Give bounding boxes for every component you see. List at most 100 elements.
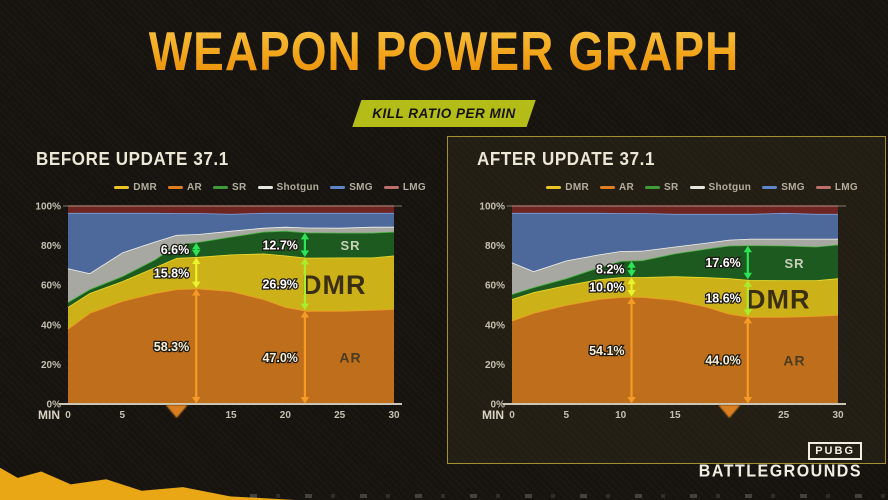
legend-label: SR [232, 182, 247, 193]
legend-item-dmr: DMR [546, 182, 589, 193]
band-label-ar: AR [339, 349, 361, 365]
after-chart-title: AFTER UPDATE 37.1 [477, 149, 656, 170]
x-axis-unit-label: MIN [38, 408, 60, 422]
arrowhead-up-icon [627, 297, 636, 304]
legend-item-smg: SMG [762, 182, 805, 193]
area-lmg [512, 206, 838, 214]
arrowhead-down-icon [743, 309, 753, 316]
band-label-ar: AR [783, 352, 805, 368]
stacked-area-chart: 100% 80% 60% 40% 20% 0%0 5 15 20 25 30 MIN SR DMR AR 6.… [35, 202, 402, 422]
bottom-grunge-speckles [250, 494, 888, 498]
y-tick-label: 100% [479, 202, 505, 213]
annotation-sr: 12.7% [261, 232, 310, 257]
x-tick-label: 20 [280, 410, 292, 421]
annotation-value-label: 58.3% [154, 340, 189, 354]
sr-legend-swatch-icon [213, 186, 229, 189]
y-tick-label: 0% [47, 400, 62, 411]
legend-item-smg: SMG [330, 182, 373, 193]
area-ar [68, 288, 394, 404]
annotation-value-label: 26.9% [262, 278, 297, 292]
legend-label: DMR [565, 182, 589, 193]
legend-label: SMG [781, 182, 805, 193]
x-tick-label: 10 [615, 410, 627, 421]
legend-item-lmg: LMG [383, 182, 426, 193]
sr-legend-swatch-icon [645, 186, 661, 189]
annotation-value-label: 54.1% [589, 344, 624, 358]
page-title: WEAPON POWER GRAPH [148, 20, 740, 82]
lmg-legend-swatch-icon [815, 186, 831, 189]
legend-label: Shotgun [708, 182, 752, 193]
legend-item-shotgun: Shotgun [689, 182, 752, 193]
arrowhead-down-icon [300, 303, 310, 311]
kill-ratio-badge: KILL RATIO PER MIN [352, 100, 536, 127]
annotation-value-label: 44.0% [705, 354, 740, 368]
pubg-logo-box: PUBG [808, 442, 862, 460]
shotgun-legend-swatch-icon [689, 186, 705, 189]
smg-legend-swatch-icon [762, 186, 778, 189]
y-tick-label: 20% [41, 360, 61, 371]
arrowhead-up-icon [300, 311, 310, 318]
ar-legend-swatch-icon [167, 186, 183, 189]
annotation-ar: 47.0% [261, 311, 310, 404]
arrowhead-down-icon [743, 272, 753, 280]
annotation-dmr: 18.6% [704, 280, 753, 316]
area-dmr [68, 253, 394, 329]
x-tick-label: 25 [778, 410, 790, 421]
arrowhead-down-icon [192, 249, 201, 257]
annotation-sr: 8.2% [595, 261, 636, 278]
y-tick-label: 80% [41, 241, 61, 252]
y-tick-label: 40% [485, 320, 505, 331]
lmg-legend-swatch-icon [383, 186, 399, 189]
x-tick-label: 5 [120, 410, 126, 421]
legend-after: DMR AR SR Shotgun SMG LMG [462, 176, 858, 194]
annotation-sr: 6.6% [159, 242, 201, 258]
legend-label: LMG [402, 182, 426, 193]
arrowhead-up-icon [300, 232, 310, 240]
annotation-value-label: 47.0% [262, 351, 297, 365]
pubg-battlegrounds-logo: PUBG BATTLEGROUNDS [698, 441, 862, 481]
arrowhead-up-icon [743, 245, 753, 253]
area-sr [512, 244, 838, 300]
x-tick-label: 0 [65, 410, 71, 421]
annotation-ar: 58.3% [153, 289, 201, 404]
legend-item-ar: AR [167, 182, 202, 193]
arrowhead-up-icon [192, 257, 201, 264]
area-dmr [512, 276, 838, 321]
battlegrounds-logo-text: BATTLEGROUNDS [698, 462, 862, 481]
band-label-sr: SR [785, 256, 805, 271]
annotation-value-label: 10.0% [589, 281, 624, 295]
arrowhead-down-icon [192, 281, 201, 289]
annotation-ar: 54.1% [588, 297, 636, 404]
band-label-sr: SR [341, 238, 361, 253]
y-tick-label: 80% [485, 241, 505, 252]
annotation-ar: 44.0% [704, 316, 753, 404]
area-ar [512, 296, 838, 404]
dmr-legend-swatch-icon [546, 186, 562, 189]
arrowhead-up-icon [192, 242, 201, 250]
before-chart-title: BEFORE UPDATE 37.1 [36, 149, 229, 170]
arrowhead-up-icon [627, 277, 636, 285]
minute-marker-triangle-icon [165, 405, 188, 418]
arrowhead-down-icon [627, 270, 636, 277]
y-tick-label: 40% [41, 320, 61, 331]
legend-item-lmg: LMG [815, 182, 858, 193]
annotation-value-label: 18.6% [705, 292, 740, 306]
x-tick-label: 0 [509, 410, 515, 421]
x-tick-label: 30 [832, 410, 844, 421]
arrowhead-down-icon [627, 397, 636, 404]
legend-label: Shotgun [276, 182, 320, 193]
annotation-value-label: 17.6% [705, 256, 740, 270]
legend-item-sr: SR [645, 182, 679, 193]
ar-legend-swatch-icon [599, 186, 615, 189]
annotation-dmr: 26.9% [261, 257, 310, 311]
area-smg [68, 212, 394, 274]
annotation-dmr: 10.0% [588, 277, 636, 297]
band-label-dmr: DMR [746, 284, 811, 314]
arrowhead-up-icon [627, 261, 636, 268]
arrowhead-up-icon [743, 280, 753, 287]
dmr-legend-swatch-icon [114, 186, 130, 189]
legend-item-sr: SR [213, 182, 247, 193]
smg-legend-swatch-icon [330, 186, 346, 189]
legend-label: DMR [133, 182, 157, 193]
